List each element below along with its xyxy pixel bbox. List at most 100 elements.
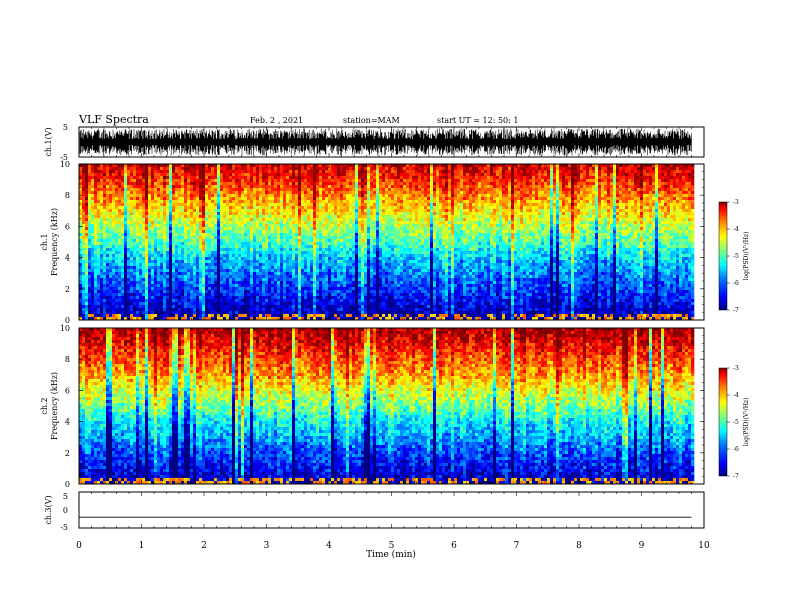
spectrogram-cell (277, 194, 281, 198)
spectrogram-cell (88, 206, 92, 210)
spectrogram-cell (265, 293, 269, 297)
spectrogram-cell (199, 290, 203, 294)
spectrogram-cell (79, 257, 83, 261)
spectrogram-cell (88, 230, 92, 234)
spectrogram-cell (262, 221, 266, 225)
spectrogram-cell (175, 206, 179, 210)
spectrogram-cell (196, 263, 200, 267)
spectrogram-cell (295, 287, 299, 291)
spectrogram-cell (217, 191, 221, 195)
spectrogram-cell (190, 230, 194, 234)
spectrogram-cell (256, 266, 260, 270)
spectrogram-cell (277, 272, 281, 276)
spectrogram-cell (322, 275, 326, 279)
spectrogram-cell (142, 296, 146, 300)
spectrogram-cell (208, 260, 212, 264)
spectrogram-cell (325, 209, 329, 213)
spectrogram-cell (82, 245, 86, 249)
spectrogram-cell (85, 266, 89, 270)
spectrogram-cell (232, 266, 236, 270)
spectrogram-cell (199, 275, 203, 279)
spectrogram-cell (340, 305, 344, 309)
spectrogram-cell (184, 179, 188, 183)
spectrogram-cell (271, 263, 275, 267)
spectrogram-cell (154, 293, 158, 297)
spectrogram-cell (268, 299, 272, 303)
spectrogram-cell (289, 308, 293, 312)
spectrogram-cell (334, 218, 338, 222)
spectrogram-cell (169, 179, 173, 183)
spectrogram-cell (247, 290, 251, 294)
spectrogram-cell (322, 170, 326, 174)
spectrogram-cell (295, 275, 299, 279)
spectrogram-cell (151, 218, 155, 222)
spectrogram-cell (190, 173, 194, 177)
spectrogram-cell (292, 218, 296, 222)
spectrogram-cell (88, 266, 92, 270)
spectrogram-cell (283, 314, 287, 318)
spectrogram-cell (97, 308, 101, 312)
spectrogram-cell (289, 251, 293, 255)
spectrogram-cell (127, 236, 131, 240)
spectrogram-cell (331, 182, 335, 186)
spectrogram-cell (145, 200, 149, 204)
spectrogram-cell (331, 179, 335, 183)
spectrogram-cell (205, 251, 209, 255)
spectrogram-cell (280, 194, 284, 198)
spectrogram-cell (328, 197, 332, 201)
spectrogram-cell (196, 191, 200, 195)
spectrogram-cell (304, 218, 308, 222)
spectrogram-cell (163, 278, 167, 282)
ch1-waveform-panel: 5 -5 ch.1(V) (44, 123, 705, 162)
spectrogram-cell (244, 224, 248, 228)
spectrogram-cell (211, 278, 215, 282)
spectrogram-cell (286, 239, 290, 243)
spectrogram-cell (163, 203, 167, 207)
spectrogram-cell (184, 299, 188, 303)
spectrogram-cell (286, 170, 290, 174)
spectrogram-cell (91, 185, 95, 189)
spectrogram-cell (142, 290, 146, 294)
spectrogram-cell (142, 263, 146, 267)
spectrogram-cell (277, 179, 281, 183)
spectrogram-cell (271, 302, 275, 306)
spectrogram-cell (157, 179, 161, 183)
spectrogram-cell (280, 269, 284, 273)
spectrogram-cell (148, 218, 152, 222)
spectrogram-cell (220, 212, 224, 216)
spectrogram-cell (265, 263, 269, 267)
spectrogram-cell (259, 227, 263, 231)
spectrogram-cell (340, 179, 344, 183)
spectrogram-cell (82, 194, 86, 198)
spectrogram-cell (286, 305, 290, 309)
spectrogram-cell (307, 179, 311, 183)
spectrogram-cell (289, 254, 293, 258)
spectrogram-cell (85, 164, 89, 168)
date-label: Feb. 2 , 2021 (250, 116, 303, 125)
spectrogram-cell (151, 185, 155, 189)
spectrogram-cell (352, 182, 356, 186)
spectrogram-cell (97, 194, 101, 198)
spectrogram-cell (316, 233, 320, 237)
spectrogram-cell (268, 224, 272, 228)
spectrogram-cell (274, 239, 278, 243)
spectrogram-cell (193, 212, 197, 216)
spectrogram-cell (328, 263, 332, 267)
spectrogram-cell (352, 236, 356, 240)
spectrogram-cell (298, 305, 302, 309)
spectrogram-cell (145, 191, 149, 195)
spectrogram-cell (346, 191, 350, 195)
spectrogram-cell (142, 272, 146, 276)
spectrogram-cell (220, 245, 224, 249)
spectrogram-cell (211, 194, 215, 198)
spectrogram-cell (223, 284, 227, 288)
spectrogram-cell (118, 209, 122, 213)
spectrogram-cell (214, 308, 218, 312)
spectrogram-cell (283, 197, 287, 201)
spectrogram-cell (127, 176, 131, 180)
spectrogram-cell (232, 224, 236, 228)
spectrogram-cell (319, 314, 323, 318)
spectrogram-cell (286, 173, 290, 177)
spectrogram-cell (307, 278, 311, 282)
spectrogram-cell (199, 245, 203, 249)
